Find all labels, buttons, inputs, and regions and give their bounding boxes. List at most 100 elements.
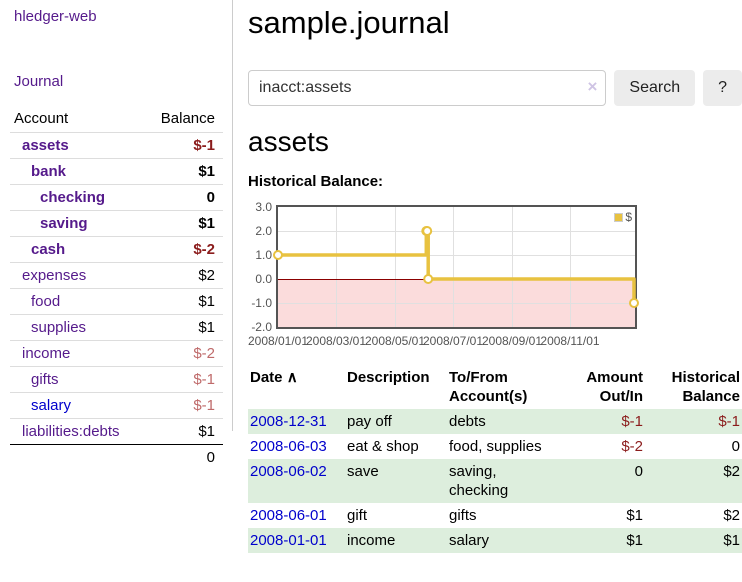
transaction-date-link[interactable]: 2008-06-02 (250, 463, 327, 480)
account-heading: assets (248, 126, 329, 157)
account-balance: $1 (198, 423, 215, 440)
sidebar: hledger-web Journal Account Balance asse… (0, 0, 233, 470)
clear-search-icon[interactable]: × (587, 77, 598, 96)
accounts-header-account: Account (10, 106, 143, 133)
accounts-table: Account Balance assets $-1 bank $1 check… (10, 106, 223, 470)
chart-plot-area: $ (273, 205, 639, 329)
account-row: salary $-1 (10, 392, 223, 419)
transaction-date-link[interactable]: 2008-01-01 (250, 532, 327, 549)
transaction-amount: $1 (626, 532, 643, 549)
x-tick-label: 2008/07/01 (422, 334, 484, 348)
account-row: cash $-2 (10, 236, 223, 263)
transaction-balance: $2 (723, 463, 740, 480)
transaction-balance: 0 (731, 438, 740, 455)
account-link-income[interactable]: income (22, 345, 71, 362)
x-tick-label: 2008/01/01 (247, 334, 309, 348)
transaction-date-link[interactable]: 2008-06-03 (250, 438, 327, 455)
register-row: 2008-06-02 save saving, checking 0 $2 (248, 459, 742, 503)
account-link-saving[interactable]: saving (40, 215, 88, 232)
x-tick-label: 2008/03/01 (305, 334, 367, 348)
account-link-bank[interactable]: bank (31, 163, 67, 180)
account-link-checking[interactable]: checking (40, 189, 106, 206)
account-row: gifts $-1 (10, 366, 223, 393)
register-table: Date ∧ Description To/From Account(s) Am… (248, 365, 742, 553)
account-link-gifts[interactable]: gifts (31, 371, 59, 388)
account-link-supplies[interactable]: supplies (31, 319, 87, 336)
search-input[interactable] (248, 70, 607, 106)
y-tick-label: 0.0 (255, 272, 272, 286)
account-balance: $-1 (142, 366, 223, 393)
account-row: food $1 (10, 288, 223, 315)
legend-swatch-icon (614, 212, 624, 222)
account-link-liabilities-debts[interactable]: liabilities:debts (22, 423, 120, 440)
search-form: × Search ? (248, 70, 742, 106)
transaction-description: pay off (347, 413, 392, 430)
y-tick-label: -2.0 (251, 320, 272, 334)
transaction-description: gift (347, 507, 368, 524)
page-title: sample.journal (248, 5, 450, 40)
transaction-amount: $-1 (621, 413, 643, 430)
account-balance: $-2 (142, 340, 223, 367)
chart-line-svg (273, 226, 639, 308)
account-row: saving $1 (10, 210, 223, 237)
account-balance: 0 (142, 184, 223, 211)
sort-ascending-icon: ∧ (286, 369, 298, 386)
accounts-header-balance: Balance (142, 106, 223, 133)
historical-balance-chart: 3.0 2.0 1.0 0.0 -1.0 -2.0 $ 2008/01/01 2… (248, 200, 742, 349)
legend-label: $ (625, 210, 632, 224)
transaction-description: income (347, 532, 396, 549)
register-header-accounts: To/From Account(s) (449, 369, 528, 405)
register-header-date[interactable]: Date ∧ (250, 369, 298, 386)
search-button[interactable]: Search (614, 70, 696, 106)
account-link-assets[interactable]: assets (22, 137, 69, 154)
transaction-date-link[interactable]: 2008-06-01 (250, 507, 327, 524)
transaction-balance: $-1 (718, 413, 740, 430)
chart-title: Historical Balance: (248, 173, 384, 190)
account-row: supplies $1 (10, 314, 223, 341)
register-row: 2008-01-01 income salary $1 $1 (248, 528, 742, 553)
account-row: income $-2 (10, 340, 223, 367)
register-row: 2008-12-31 pay off debts $-1 $-1 (248, 409, 742, 434)
account-balance: $-1 (142, 132, 223, 159)
y-tick-label: 3.0 (255, 200, 272, 214)
account-balance: $2 (142, 262, 223, 289)
account-balance: $-2 (142, 236, 223, 263)
register-row: 2008-06-03 eat & shop food, supplies $-2… (248, 434, 742, 459)
account-balance: $1 (142, 210, 223, 237)
account-link-food[interactable]: food (31, 293, 61, 310)
account-link-cash[interactable]: cash (31, 241, 66, 258)
y-tick-label: -1.0 (251, 296, 272, 310)
transaction-date-link[interactable]: 2008-12-31 (250, 413, 327, 430)
x-tick-label: 2008/11/01 (540, 334, 600, 348)
chart-legend: $ (614, 210, 632, 224)
accounts-total-row: 0 (10, 444, 223, 470)
transaction-accounts: debts (449, 413, 486, 430)
accounts-total: 0 (142, 444, 223, 470)
account-row: bank $1 (10, 158, 223, 185)
transaction-description: eat & shop (347, 438, 419, 455)
transaction-accounts: food, supplies (449, 438, 542, 455)
transaction-amount: $1 (626, 507, 643, 524)
register-header-amount: Amount Out/In (586, 369, 643, 405)
transaction-accounts: gifts (449, 507, 477, 524)
y-tick-label: 1.0 (255, 248, 272, 262)
transaction-accounts: saving, checking (449, 463, 509, 499)
x-tick-label: 2008/05/01 (364, 334, 426, 348)
account-balance: $1 (142, 158, 223, 185)
account-row: assets $-1 (10, 132, 223, 159)
register-header-description: Description (347, 369, 430, 386)
account-balance: $1 (142, 288, 223, 315)
transaction-description: save (347, 463, 379, 480)
app-title-link[interactable]: hledger-web (14, 8, 97, 25)
account-balance: $1 (142, 314, 223, 341)
x-tick-label: 2008/09/01 (481, 334, 543, 348)
account-row: checking 0 (10, 184, 223, 211)
transaction-accounts: salary (449, 532, 490, 549)
help-button[interactable]: ? (703, 70, 742, 106)
transaction-amount: $-2 (621, 438, 643, 455)
transaction-balance: $1 (723, 532, 740, 549)
sidebar-item-journal[interactable]: Journal (14, 73, 64, 90)
y-tick-label: 2.0 (255, 224, 272, 238)
account-link-expenses[interactable]: expenses (22, 267, 87, 284)
account-link-salary[interactable]: salary (31, 397, 72, 414)
